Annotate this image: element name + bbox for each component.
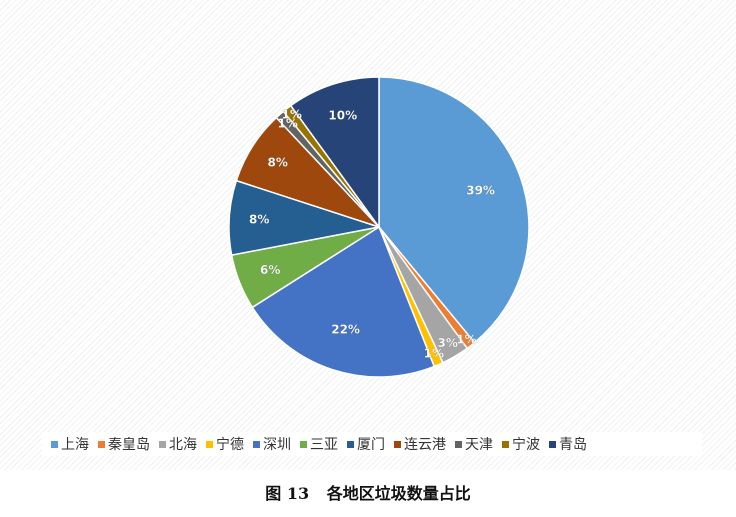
legend-swatch — [549, 440, 556, 448]
legend-label: 三亚 — [310, 437, 338, 453]
data-label-青岛: 10% — [328, 109, 357, 123]
legend-label: 宁德 — [216, 437, 244, 453]
legend-label: 连云港 — [404, 437, 446, 453]
legend-item-青岛: 青岛 — [549, 434, 587, 454]
figure-title: 各地区垃圾数量占比 — [326, 484, 471, 503]
legend-item-宁波: 宁波 — [502, 434, 540, 454]
legend-swatch — [98, 440, 105, 448]
pie-chart: 39%1%3%1%22%6%8%8%1%1% 10% — [228, 76, 530, 378]
legend-label: 上海 — [61, 437, 89, 453]
legend-swatch — [455, 440, 462, 448]
data-label-深圳: 22% — [331, 323, 360, 337]
legend-label: 北海 — [169, 437, 197, 453]
figure-caption: 图 13 各地区垃圾数量占比 — [0, 480, 736, 504]
pie-slice-青岛 — [289, 76, 380, 230]
legend-swatch — [159, 440, 166, 448]
data-label-秦皇岛: 1% — [456, 333, 476, 347]
pie-slice-上海 — [378, 76, 530, 344]
legend-item-三亚: 三亚 — [300, 434, 338, 454]
legend-item-秦皇岛: 秦皇岛 — [98, 434, 150, 454]
legend-swatch — [253, 440, 260, 448]
legend-item-宁德: 宁德 — [206, 434, 244, 454]
pie-slice-深圳 — [251, 225, 436, 378]
data-label-三亚: 6% — [260, 263, 280, 277]
legend-swatch — [51, 440, 58, 448]
legend-label: 青岛 — [559, 437, 587, 453]
data-label-天津: 1% — [278, 117, 298, 131]
legend-item-天津: 天津 — [455, 434, 493, 454]
chart-area: 39% 1% 3% 1% 22% 6% 8% 8% 1% 1% 10% 上海 秦皇岛 北海 宁德 深圳 三亚厦… — [0, 0, 736, 470]
legend-swatch — [347, 440, 354, 448]
data-label-厦门: 8% — [249, 213, 269, 227]
legend-label: 厦门 — [357, 437, 385, 453]
legend-swatch — [394, 440, 401, 448]
chart-legend: 上海 秦皇岛 北海 宁德 深圳 三亚 厦门 连云港 天津 宁波 青岛 — [42, 432, 702, 456]
legend-label: 宁波 — [512, 437, 540, 453]
legend-label: 秦皇岛 — [108, 437, 150, 453]
legend-swatch — [300, 440, 307, 448]
data-label-上海: 39% — [466, 183, 495, 197]
data-label-连云港: 8% — [268, 156, 288, 170]
legend-item-上海: 上海 — [51, 434, 89, 454]
legend-item-厦门: 厦门 — [347, 434, 385, 454]
legend-swatch — [502, 440, 509, 448]
data-label-北海: 3% — [438, 336, 458, 350]
data-label-宁德: 1% — [424, 347, 444, 361]
legend-item-深圳: 深圳 — [253, 434, 291, 454]
data-label-宁波: 1% — [282, 107, 302, 121]
legend-label: 天津 — [465, 437, 493, 453]
legend-item-北海: 北海 — [159, 434, 197, 454]
figure-number: 图 13 — [265, 484, 310, 503]
legend-item-连云港: 连云港 — [394, 434, 446, 454]
legend-swatch — [206, 440, 213, 448]
legend-label: 深圳 — [263, 437, 291, 453]
